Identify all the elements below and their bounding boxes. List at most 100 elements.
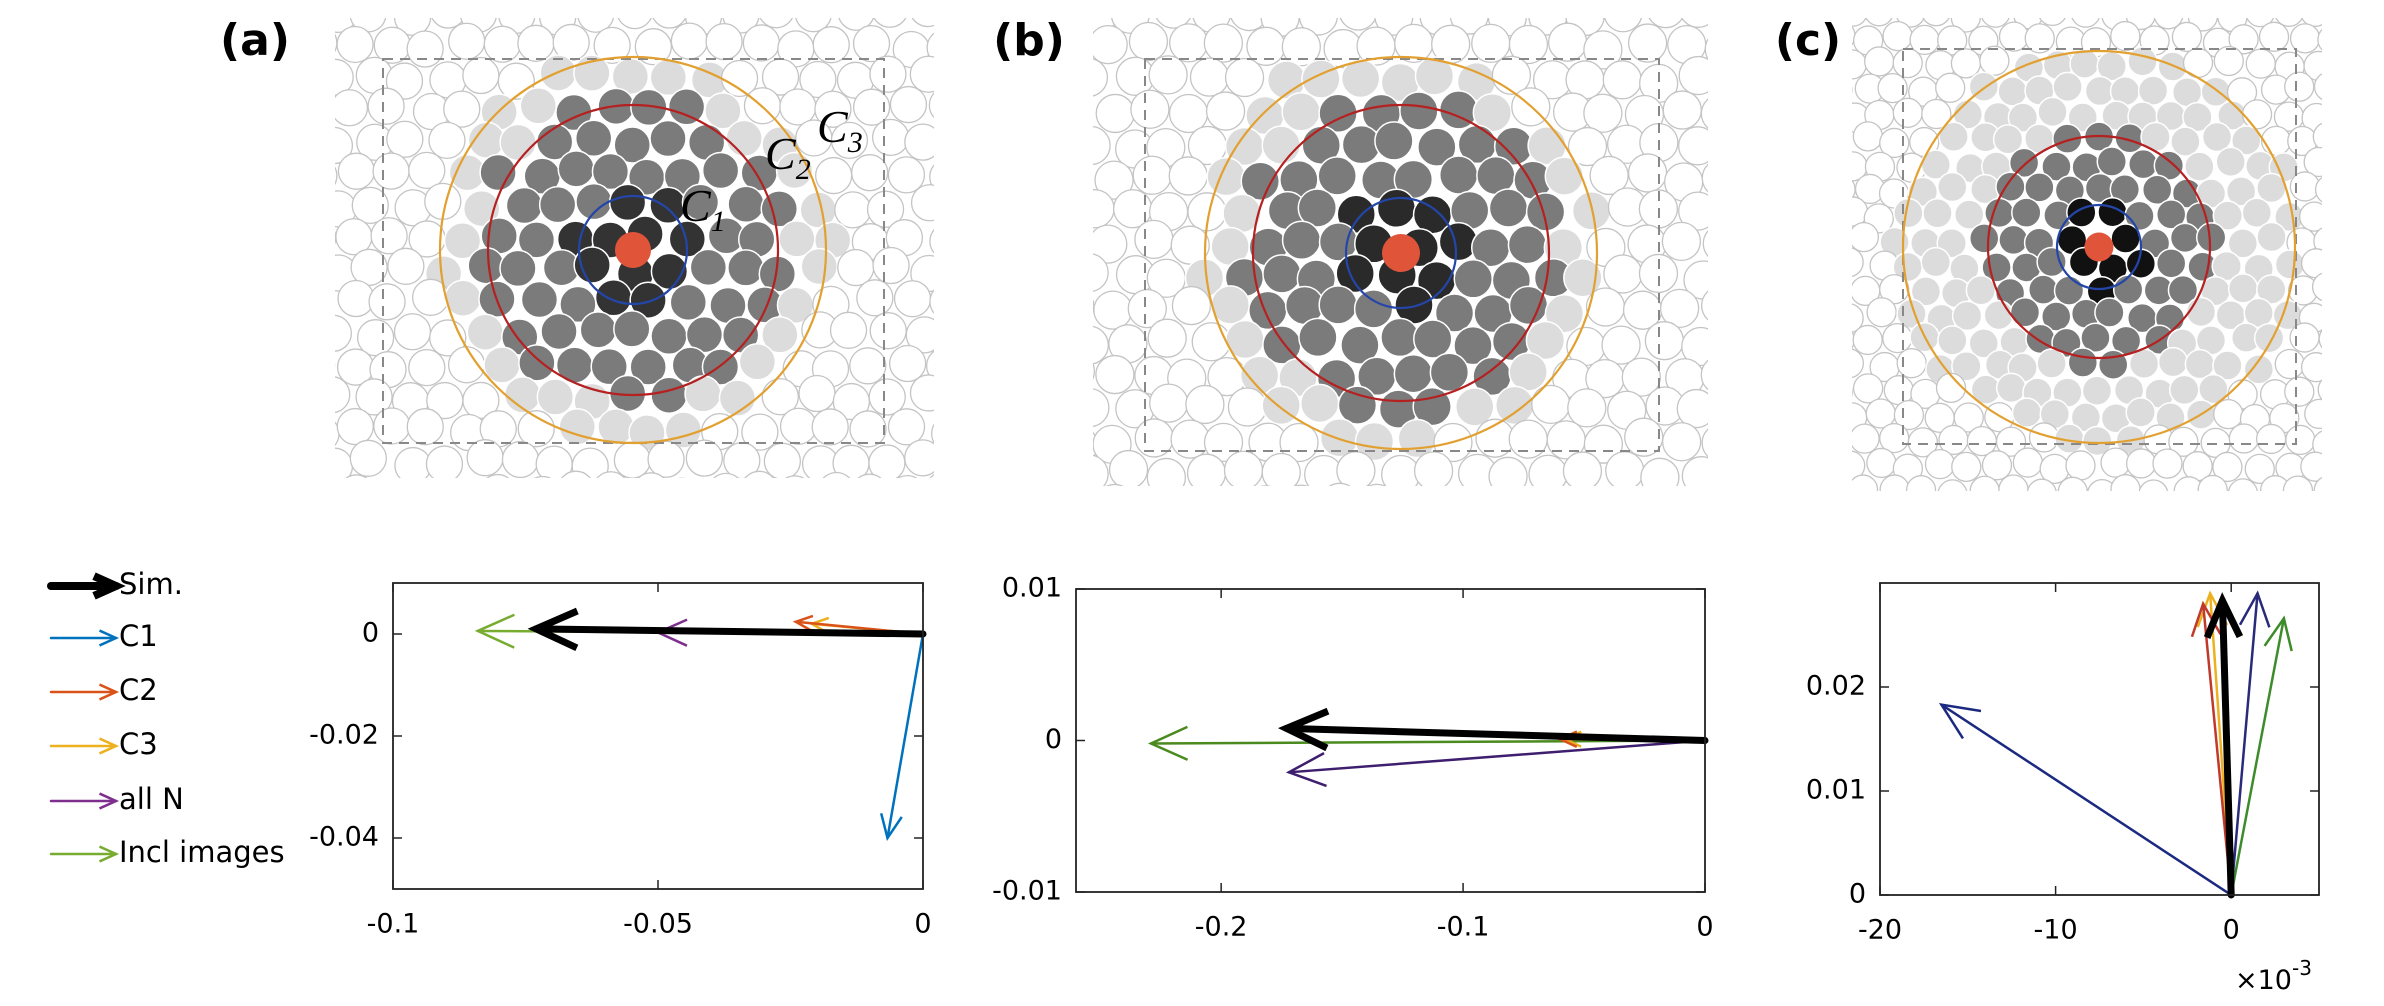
particle-outline — [1149, 383, 1189, 423]
particle-outline — [1186, 453, 1227, 486]
particle-outline — [852, 24, 891, 63]
particle — [1907, 176, 1939, 208]
particle-outline — [849, 410, 887, 448]
particle-outline — [2285, 424, 2316, 456]
particle-outline — [1715, 319, 1753, 357]
particle-outline — [744, 470, 775, 478]
particle-outline — [634, 28, 672, 66]
particle-outline — [1681, 326, 1708, 367]
particle-outline — [1202, 491, 1240, 529]
particle-outline — [1583, 93, 1623, 133]
particle-outline — [1866, 297, 1897, 328]
particle-outline — [1528, 454, 1568, 486]
particle-outline — [851, 154, 889, 192]
particle-outline — [2334, 403, 2363, 432]
particle-outline — [1704, 488, 1742, 526]
particle-outline — [944, 443, 980, 479]
particle-outline — [2227, 0, 2256, 1]
particle — [2170, 126, 2201, 157]
particle-outline — [1488, 456, 1528, 486]
particle-outline — [1621, 357, 1661, 397]
particle-outline — [462, 56, 500, 95]
particle-outline — [761, 378, 799, 416]
shell-circle — [438, 55, 828, 445]
particle-outline — [1661, 221, 1702, 262]
particle-outline — [1170, 225, 1210, 265]
particle-outline — [2012, 447, 2043, 478]
particle-outline — [1035, 458, 1073, 496]
particle-outline — [1095, 93, 1135, 134]
x-tick-label: -0.1 — [1437, 912, 1490, 943]
particle-outline — [2039, 18, 2066, 27]
particle-outline — [1281, 27, 1321, 67]
particle-outline — [1998, 21, 2030, 52]
particle-outline — [1953, 402, 1984, 433]
particle-outline — [298, 472, 334, 508]
particle-outline — [1937, 479, 1968, 491]
particle-outline — [1998, 474, 2029, 491]
y-tick-label: 0 — [1045, 724, 1062, 755]
particle-outline — [1531, 384, 1571, 425]
particle-outline — [1935, 372, 1967, 404]
particle-outline — [280, 127, 316, 163]
particle-outline — [670, 22, 709, 60]
particle — [2052, 71, 2083, 103]
particle-outline — [929, 289, 934, 315]
plot-frame — [392, 582, 924, 890]
particle — [1998, 224, 2029, 256]
particle — [2080, 322, 2111, 353]
particle-outline — [2300, 352, 2322, 383]
particle-outline — [2333, 302, 2362, 331]
particle-outline — [829, 311, 868, 349]
particle-outline — [2332, 153, 2361, 182]
particle — [536, 378, 575, 416]
particle — [519, 87, 558, 125]
particle-outline — [406, 408, 444, 446]
particle-outline — [742, 24, 781, 62]
particle-outline — [1869, 505, 1898, 534]
particle-outline — [1882, 322, 1913, 354]
particle — [2137, 75, 2169, 106]
particle-outline — [2138, 479, 2169, 491]
particle — [2231, 125, 2262, 156]
particle-diagram — [1820, 0, 2363, 534]
particle-outline — [1951, 451, 1982, 483]
particle-outline — [2329, 50, 2358, 79]
particle-outline — [1907, 427, 1938, 458]
particle — [1438, 155, 1479, 195]
particle-outline — [1093, 325, 1109, 365]
particle — [1438, 221, 1479, 262]
particle — [518, 344, 556, 382]
panel-label: (c) — [1775, 15, 1841, 66]
particle — [2167, 274, 2199, 306]
particle-outline — [2258, 21, 2290, 52]
particle-outline — [852, 88, 891, 126]
particle — [597, 408, 635, 446]
particle — [1299, 383, 1340, 424]
particle — [2052, 123, 2083, 154]
arrow-head — [1277, 707, 1330, 752]
particle-outline — [1146, 457, 1186, 486]
particle — [479, 153, 517, 192]
particle-outline — [555, 0, 591, 2]
particle — [2198, 373, 2229, 405]
particle — [721, 316, 760, 354]
particle — [1318, 285, 1358, 325]
particle-outline — [1852, 387, 1853, 398]
particle-outline — [1676, 388, 1708, 429]
particle-outline — [408, 151, 446, 190]
particle-outline — [814, 90, 852, 128]
particle-outline — [1622, 487, 1660, 525]
particle-outline — [2152, 448, 2183, 479]
particle — [2094, 297, 2125, 328]
particle-outline — [1820, 127, 1849, 156]
particle-outline — [2173, 476, 2204, 491]
particle-outline — [335, 362, 336, 368]
particle-outline — [561, 470, 591, 478]
particle — [2040, 301, 2072, 332]
x-tick-label: 0 — [914, 909, 931, 940]
shell-label: C2 — [765, 128, 811, 186]
particle-outline — [2022, 0, 2051, 1]
particle-outline — [2303, 146, 2322, 178]
particle-outline — [2334, 200, 2363, 229]
